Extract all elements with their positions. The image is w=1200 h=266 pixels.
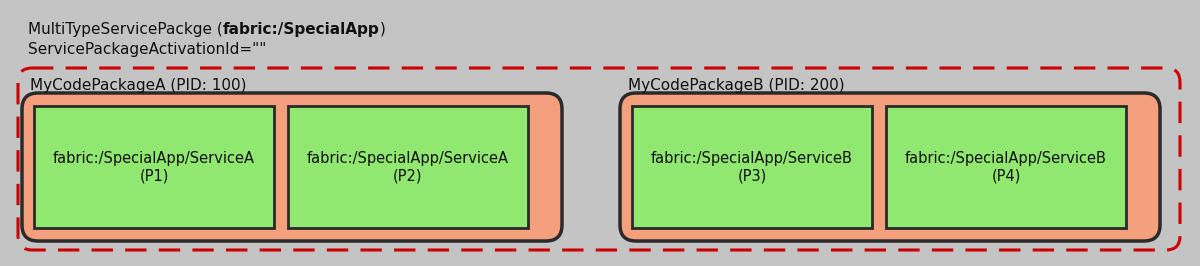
Text: fabric:/SpecialApp/ServiceA
(P2): fabric:/SpecialApp/ServiceA (P2) (307, 151, 509, 183)
FancyBboxPatch shape (34, 106, 274, 228)
Text: MyCodePackageA (PID: 100): MyCodePackageA (PID: 100) (30, 78, 246, 93)
Text: ServicePackageActivationId="": ServicePackageActivationId="" (28, 42, 266, 57)
FancyBboxPatch shape (632, 106, 872, 228)
Text: MyCodePackageB (PID: 200): MyCodePackageB (PID: 200) (628, 78, 845, 93)
Text: MultiTypeServicePackge (: MultiTypeServicePackge ( (28, 22, 223, 37)
Text: ): ) (379, 22, 385, 37)
FancyBboxPatch shape (620, 93, 1160, 241)
FancyBboxPatch shape (22, 93, 562, 241)
Text: fabric:/SpecialApp/ServiceB
(P3): fabric:/SpecialApp/ServiceB (P3) (652, 151, 853, 183)
Text: fabric:/SpecialApp: fabric:/SpecialApp (223, 22, 379, 37)
FancyBboxPatch shape (886, 106, 1126, 228)
Text: fabric:/SpecialApp/ServiceA
(P1): fabric:/SpecialApp/ServiceA (P1) (53, 151, 256, 183)
FancyBboxPatch shape (288, 106, 528, 228)
Text: fabric:/SpecialApp/ServiceB
(P4): fabric:/SpecialApp/ServiceB (P4) (905, 151, 1106, 183)
